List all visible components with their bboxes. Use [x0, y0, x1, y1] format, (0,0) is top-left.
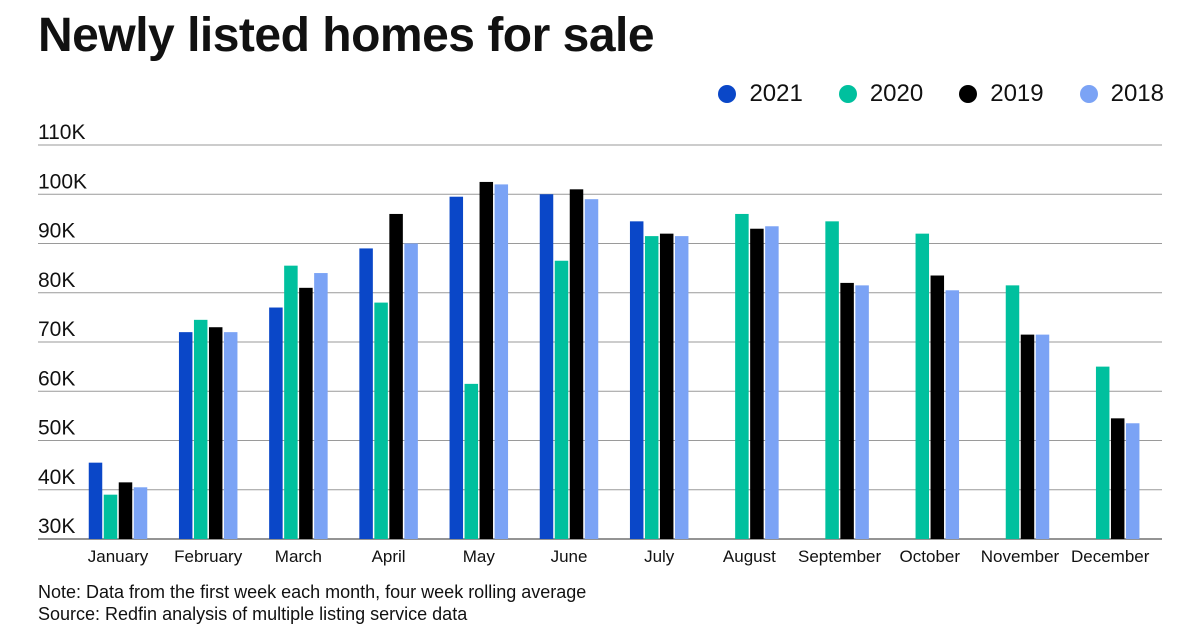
bar-2018-november: [1035, 334, 1050, 539]
source-text: Source: Redfin analysis of multiple list…: [38, 604, 468, 624]
y-tick-label: 40K: [38, 466, 75, 489]
bar-2020-august: [735, 213, 749, 539]
y-tick-label: 60K: [38, 367, 75, 390]
bar-2021-march: [269, 307, 283, 539]
y-tick-label: 110K: [38, 121, 86, 144]
bar-2020-january: [103, 494, 118, 539]
legend-swatch-2020: [838, 85, 857, 103]
legend-label-2021: 2021: [749, 80, 803, 107]
y-tick-label: 70K: [38, 318, 75, 341]
bar-2020-november: [1005, 285, 1020, 539]
x-tick-label: February: [174, 547, 243, 566]
legend-item-2021: 2021: [718, 80, 803, 108]
bar-2018-march: [314, 273, 328, 539]
bar-2021-june: [539, 194, 554, 539]
bar-2021-january: [88, 462, 103, 539]
bar-2020-september: [825, 221, 839, 539]
bar-2019-april: [389, 213, 403, 539]
legend-label-2019: 2019: [990, 80, 1044, 107]
x-tick-label: January: [88, 547, 149, 566]
x-tick-label: July: [644, 547, 675, 566]
bar-2020-july: [644, 236, 659, 540]
bar-2019-january: [118, 482, 133, 539]
bar-2020-february: [193, 319, 208, 539]
bar-2019-february: [208, 327, 223, 539]
bar-2020-june: [554, 260, 569, 539]
bar-2018-april: [404, 243, 418, 539]
bar-2018-june: [584, 199, 599, 540]
legend: 2021 2020 2019 2018: [682, 80, 1164, 108]
legend-label-2020: 2020: [869, 80, 924, 107]
y-tick-label: 30K: [38, 515, 75, 538]
bar-2019-may: [479, 181, 494, 539]
bar-2018-october: [945, 290, 960, 539]
legend-swatch-2018: [1079, 85, 1098, 103]
legend-swatch-2019: [959, 85, 978, 103]
x-tick-label: April: [372, 547, 406, 566]
bar-2018-august: [765, 226, 779, 539]
bar-2020-april: [374, 302, 388, 539]
bar-2020-december: [1095, 366, 1110, 539]
y-tick-label: 100K: [38, 170, 87, 193]
y-tick-label: 90K: [38, 220, 75, 243]
bar-2019-september: [840, 282, 854, 539]
chart-title: Newly listed homes for sale: [38, 9, 655, 62]
y-tick-label: 80K: [38, 269, 75, 292]
note-text: Note: Data from the first week each mont…: [38, 582, 587, 602]
bar-2019-october: [930, 275, 945, 539]
bar-2020-october: [915, 233, 930, 539]
x-tick-label: November: [981, 547, 1060, 566]
bar-2018-may: [494, 184, 509, 539]
bar-2019-december: [1110, 418, 1125, 539]
bar-2020-may: [464, 383, 479, 539]
chart-notes: Note: Data from the first week each mont…: [38, 581, 586, 625]
bar-2019-march: [299, 287, 313, 539]
bar-2018-january: [133, 487, 148, 539]
bar-2019-november: [1020, 334, 1035, 539]
legend-item-2019: 2019: [959, 80, 1044, 108]
bar-2018-july: [674, 236, 689, 540]
bar-2021-july: [629, 221, 644, 539]
bar-2018-december: [1125, 423, 1140, 539]
bar-2019-july: [659, 233, 674, 539]
bar-2018-february: [223, 332, 238, 539]
x-tick-label: August: [723, 547, 776, 566]
bar-2021-february: [178, 332, 193, 539]
x-tick-label: December: [1071, 547, 1150, 566]
legend-swatch-2021: [718, 85, 737, 103]
bar-2019-august: [750, 228, 764, 539]
bar-2021-may: [449, 196, 464, 539]
x-tick-label: October: [900, 547, 961, 566]
x-tick-label: September: [798, 547, 881, 566]
bar-2021-april: [359, 248, 373, 540]
legend-item-2020: 2020: [838, 80, 924, 108]
legend-item-2018: 2018: [1079, 80, 1164, 108]
x-tick-label: May: [463, 547, 496, 566]
y-tick-label: 50K: [38, 417, 75, 440]
legend-label-2018: 2018: [1110, 80, 1164, 107]
x-tick-label: June: [551, 547, 588, 566]
x-tick-label: March: [275, 547, 322, 566]
bar-2020-march: [284, 265, 298, 539]
bar-2019-june: [569, 189, 584, 539]
bar-2018-september: [855, 285, 869, 539]
